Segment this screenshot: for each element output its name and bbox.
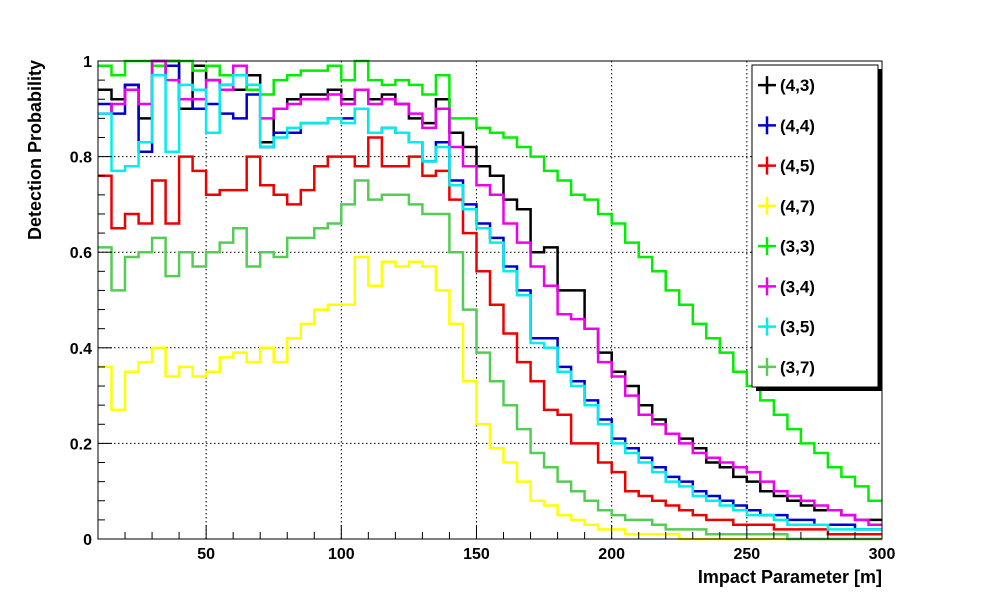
y-tick-label: 0.2 <box>70 436 92 453</box>
x-tick-label: 200 <box>598 546 625 563</box>
legend-entry: (3,4) <box>758 277 815 296</box>
legend-entry: (3,3) <box>758 237 815 256</box>
y-tick-label: 0.6 <box>70 245 92 262</box>
x-axis-title: Impact Parameter [m] <box>698 567 882 587</box>
legend-label: (4,5) <box>780 157 815 176</box>
y-axis-title: Detection Probability <box>25 60 45 240</box>
x-tick-label: 100 <box>328 546 355 563</box>
y-tick-label: 0.4 <box>70 341 92 358</box>
legend-label: (4,3) <box>780 76 815 95</box>
axes: 50 100 150 200 250 300 0 0.2 0.4 0.6 0.8 1 <box>70 54 896 563</box>
series-line-4-5 <box>98 136 882 536</box>
x-tick-label: 150 <box>463 546 490 563</box>
legend-entry: (3,7) <box>758 357 815 377</box>
legend-entry: (4,5) <box>758 156 815 176</box>
x-tick-label: 250 <box>733 546 760 563</box>
y-tick-label: 0 <box>83 532 92 549</box>
series-line-4-7 <box>98 255 882 541</box>
legend-entry: (4,7) <box>758 196 815 216</box>
x-tick-label: 50 <box>197 546 215 563</box>
legend-label: (3,3) <box>780 237 815 256</box>
legend-box <box>751 64 879 388</box>
legend-label: (3,5) <box>780 318 815 337</box>
series-line-3-5 <box>98 74 882 531</box>
y-tick-label: 0.8 <box>70 150 92 167</box>
legend: (4,3) (4,4) (4,5) (4,7) (3,3) (3,4) (3,5) (3,7) <box>751 64 882 391</box>
x-tick-label: 300 <box>869 546 896 563</box>
y-tick-label: 1 <box>83 54 92 71</box>
series-line-3-4 <box>98 59 882 526</box>
legend-entry: (4,3) <box>758 76 815 95</box>
legend-label: (4,4) <box>780 116 815 135</box>
series-line-3-7 <box>98 179 882 541</box>
legend-label: (3,4) <box>780 277 815 296</box>
legend-label: (4,7) <box>780 197 815 216</box>
legend-entry: (3,5) <box>758 317 815 337</box>
series-layer <box>98 59 882 541</box>
legend-entry: (4,4) <box>758 116 815 135</box>
legend-label: (3,7) <box>780 358 815 377</box>
